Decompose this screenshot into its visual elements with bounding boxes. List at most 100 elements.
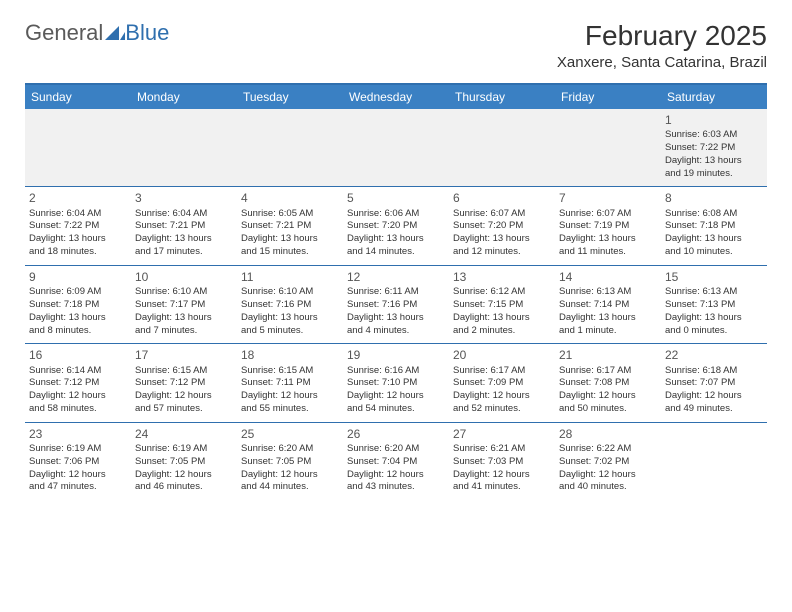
sunrise-text: Sunrise: 6:10 AM: [241, 286, 339, 299]
sunset-text: Sunset: 7:14 PM: [559, 299, 657, 312]
daylight-text: Daylight: 13 hours: [241, 312, 339, 325]
calendar-cell: 8Sunrise: 6:08 AMSunset: 7:18 PMDaylight…: [661, 187, 767, 265]
daylight-text: and 46 minutes.: [135, 481, 233, 494]
sunset-text: Sunset: 7:05 PM: [135, 456, 233, 469]
sunset-text: Sunset: 7:06 PM: [29, 456, 127, 469]
sunset-text: Sunset: 7:21 PM: [241, 220, 339, 233]
daylight-text: Daylight: 13 hours: [453, 233, 551, 246]
daylight-text: and 15 minutes.: [241, 246, 339, 259]
sunset-text: Sunset: 7:07 PM: [665, 377, 763, 390]
daylight-text: Daylight: 13 hours: [453, 312, 551, 325]
sunset-text: Sunset: 7:04 PM: [347, 456, 445, 469]
dayname-thu: Thursday: [449, 85, 555, 109]
sunset-text: Sunset: 7:18 PM: [665, 220, 763, 233]
sunset-text: Sunset: 7:12 PM: [135, 377, 233, 390]
daylight-text: and 43 minutes.: [347, 481, 445, 494]
daylight-text: Daylight: 13 hours: [559, 233, 657, 246]
sunrise-text: Sunrise: 6:07 AM: [453, 208, 551, 221]
daylight-text: Daylight: 12 hours: [29, 469, 127, 482]
sunset-text: Sunset: 7:08 PM: [559, 377, 657, 390]
daylight-text: Daylight: 13 hours: [347, 312, 445, 325]
sunrise-text: Sunrise: 6:04 AM: [29, 208, 127, 221]
calendar-cell: 24Sunrise: 6:19 AMSunset: 7:05 PMDayligh…: [131, 422, 237, 500]
sunrise-text: Sunrise: 6:21 AM: [453, 443, 551, 456]
calendar-cell: 6Sunrise: 6:07 AMSunset: 7:20 PMDaylight…: [449, 187, 555, 265]
daylight-text: Daylight: 13 hours: [135, 233, 233, 246]
calendar-cell: [661, 422, 767, 500]
daylight-text: Daylight: 12 hours: [347, 390, 445, 403]
calendar-body: 1Sunrise: 6:03 AMSunset: 7:22 PMDaylight…: [25, 109, 767, 500]
sunrise-text: Sunrise: 6:10 AM: [135, 286, 233, 299]
daylight-text: Daylight: 13 hours: [241, 233, 339, 246]
location: Xanxere, Santa Catarina, Brazil: [557, 54, 767, 71]
header: General Blue February 2025 Xanxere, Sant…: [25, 20, 767, 71]
day-number: 19: [347, 347, 445, 363]
daylight-text: and 44 minutes.: [241, 481, 339, 494]
sunset-text: Sunset: 7:02 PM: [559, 456, 657, 469]
sunset-text: Sunset: 7:13 PM: [665, 299, 763, 312]
calendar-cell: [131, 109, 237, 187]
day-number: 16: [29, 347, 127, 363]
dayname-mon: Monday: [131, 85, 237, 109]
daylight-text: and 19 minutes.: [665, 168, 763, 181]
day-number: 25: [241, 426, 339, 442]
logo-sail-icon: [105, 20, 125, 46]
daylight-text: Daylight: 12 hours: [559, 469, 657, 482]
daylight-text: and 10 minutes.: [665, 246, 763, 259]
day-number: 5: [347, 190, 445, 206]
daylight-text: and 1 minute.: [559, 325, 657, 338]
sunrise-text: Sunrise: 6:13 AM: [559, 286, 657, 299]
sunrise-text: Sunrise: 6:07 AM: [559, 208, 657, 221]
logo: General Blue: [25, 20, 169, 46]
day-number: 20: [453, 347, 551, 363]
daylight-text: and 11 minutes.: [559, 246, 657, 259]
sunset-text: Sunset: 7:09 PM: [453, 377, 551, 390]
day-number: 15: [665, 269, 763, 285]
daylight-text: Daylight: 13 hours: [347, 233, 445, 246]
sunrise-text: Sunrise: 6:05 AM: [241, 208, 339, 221]
daylight-text: and 7 minutes.: [135, 325, 233, 338]
daylight-text: and 14 minutes.: [347, 246, 445, 259]
daylight-text: and 18 minutes.: [29, 246, 127, 259]
daylight-text: and 2 minutes.: [453, 325, 551, 338]
sunrise-text: Sunrise: 6:04 AM: [135, 208, 233, 221]
dayname-sat: Saturday: [661, 85, 767, 109]
sunset-text: Sunset: 7:05 PM: [241, 456, 339, 469]
daylight-text: and 49 minutes.: [665, 403, 763, 416]
sunrise-text: Sunrise: 6:13 AM: [665, 286, 763, 299]
day-number: 3: [135, 190, 233, 206]
day-number: 23: [29, 426, 127, 442]
calendar-cell: 3Sunrise: 6:04 AMSunset: 7:21 PMDaylight…: [131, 187, 237, 265]
daylight-text: Daylight: 12 hours: [241, 469, 339, 482]
daylight-text: Daylight: 13 hours: [559, 312, 657, 325]
sunrise-text: Sunrise: 6:20 AM: [347, 443, 445, 456]
calendar-cell: 9Sunrise: 6:09 AMSunset: 7:18 PMDaylight…: [25, 265, 131, 343]
sunrise-text: Sunrise: 6:19 AM: [135, 443, 233, 456]
sunset-text: Sunset: 7:20 PM: [453, 220, 551, 233]
daylight-text: Daylight: 13 hours: [665, 312, 763, 325]
calendar-cell: 27Sunrise: 6:21 AMSunset: 7:03 PMDayligh…: [449, 422, 555, 500]
day-number: 1: [665, 112, 763, 128]
day-number: 11: [241, 269, 339, 285]
sunrise-text: Sunrise: 6:17 AM: [453, 365, 551, 378]
day-number: 17: [135, 347, 233, 363]
dayname-sun: Sunday: [25, 85, 131, 109]
day-number: 9: [29, 269, 127, 285]
daylight-text: Daylight: 12 hours: [241, 390, 339, 403]
sunset-text: Sunset: 7:10 PM: [347, 377, 445, 390]
day-number: 10: [135, 269, 233, 285]
calendar-cell: 5Sunrise: 6:06 AMSunset: 7:20 PMDaylight…: [343, 187, 449, 265]
day-number: 14: [559, 269, 657, 285]
calendar-cell: 25Sunrise: 6:20 AMSunset: 7:05 PMDayligh…: [237, 422, 343, 500]
sunset-text: Sunset: 7:12 PM: [29, 377, 127, 390]
daylight-text: and 4 minutes.: [347, 325, 445, 338]
sunrise-text: Sunrise: 6:22 AM: [559, 443, 657, 456]
calendar-cell: [343, 109, 449, 187]
daylight-text: and 8 minutes.: [29, 325, 127, 338]
day-number: 24: [135, 426, 233, 442]
month-title: February 2025: [557, 20, 767, 52]
day-number: 12: [347, 269, 445, 285]
sunset-text: Sunset: 7:11 PM: [241, 377, 339, 390]
calendar-cell: 26Sunrise: 6:20 AMSunset: 7:04 PMDayligh…: [343, 422, 449, 500]
logo-text-general: General: [25, 20, 103, 46]
